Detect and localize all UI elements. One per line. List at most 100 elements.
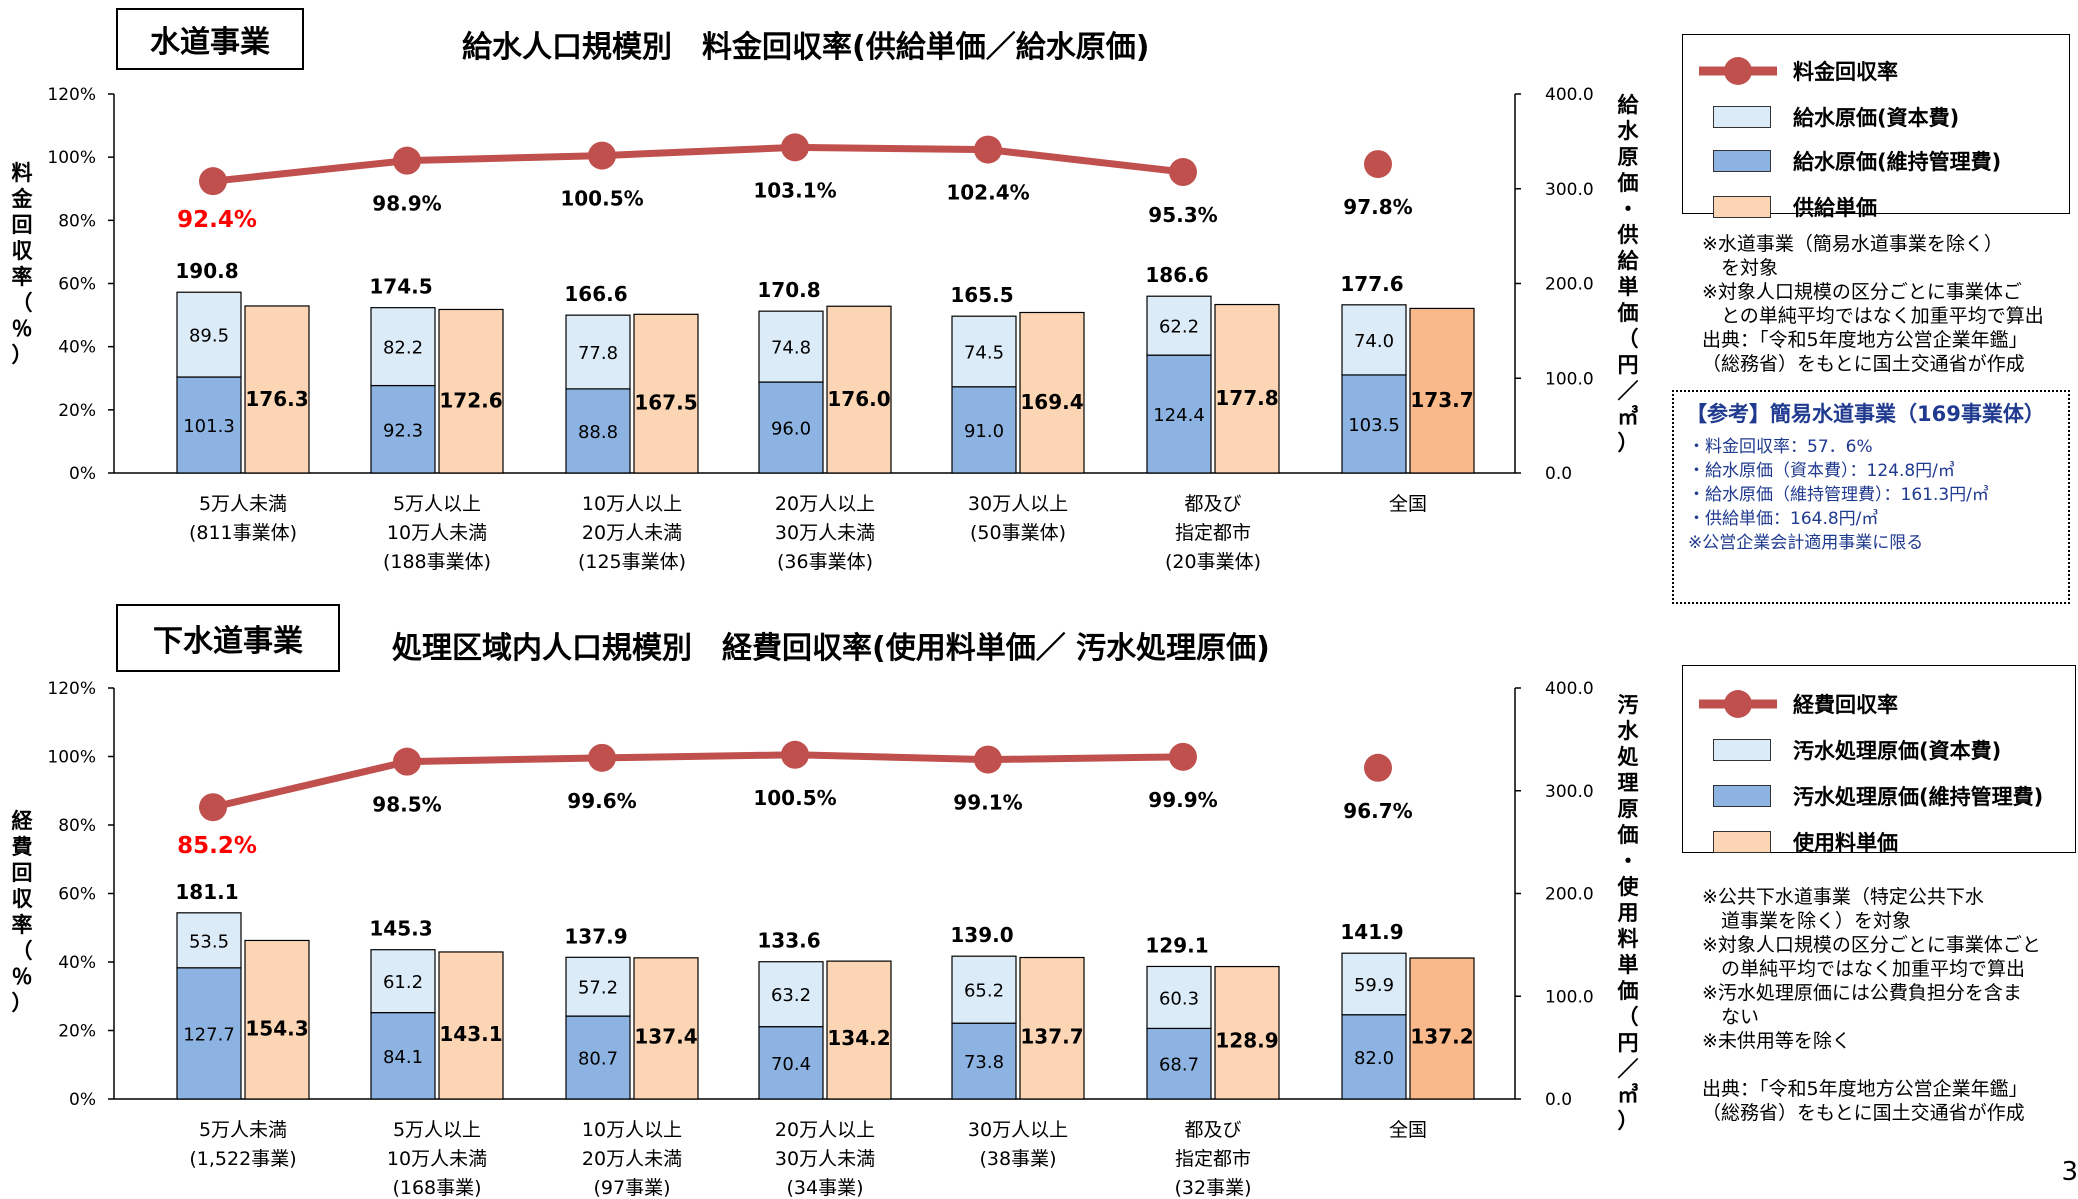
bar-unit-price [1214,965,1280,1100]
capital-swatch [1713,739,1771,761]
rate-label: 100.5% [753,786,836,810]
bar-unit-price [244,305,310,474]
data-label-unit-price: 137.2 [1410,1025,1473,1049]
bar-unit-price [244,939,310,1100]
reference-box: 【参考】簡易水道事業（169事業体） ・料金回収率：57．6% ・給水原価（資本… [1672,390,2070,604]
x-tick-label: (36事業体) [777,551,873,573]
bar-capital [1146,295,1212,356]
sewer-section-label: 下水道事業 [116,604,340,672]
data-label-maintenance: 96.0 [771,419,811,440]
bar-capital [176,291,242,378]
y-tick-label-left: 40% [58,338,96,358]
y-tick-label-right: 400.0 [1545,680,1594,699]
data-label-total: 177.6 [1340,272,1403,296]
y-tick-label-right: 400.0 [1545,85,1594,105]
legend-item-rate: 経費回収率 [1683,684,2075,724]
y-tick-label-right: 200.0 [1545,885,1594,905]
data-label-maintenance: 68.7 [1159,1055,1199,1076]
data-label-total: 165.5 [950,283,1013,307]
rate-label: 96.7% [1343,799,1412,823]
rate-marker [974,745,1002,774]
water-chart-title: 給水人口規模別 料金回収率(供給単価／給水原価) [462,30,1150,65]
data-label-capital: 82.2 [383,338,423,359]
rate-label: 102.4% [946,181,1029,205]
data-label-unit-price: 137.7 [1020,1024,1083,1048]
rate-label: 85.2% [177,833,257,859]
reference-line: ・給水原価（維持管理費）：161.3円/㎥ [1688,485,1989,505]
line-marker-icon [1699,57,1777,85]
data-label-maintenance: 82.0 [1354,1048,1394,1069]
bar-capital [758,961,824,1028]
unit-price-swatch [1713,831,1771,853]
bar-capital [1146,965,1212,1030]
x-tick-label: (125事業体) [578,551,686,573]
y-tick-label-right: 100.0 [1545,987,1594,1007]
x-tick-label: 5万人未満 [199,1119,287,1141]
bar-capital [758,310,824,383]
x-tick-label: 30万人未満 [775,1148,875,1170]
legend-item-maintenance: 給水原価(維持管理費) [1683,141,2069,181]
rate-label: 98.5% [372,793,441,817]
y-tick-label-left: 0% [69,1090,96,1110]
rate-label: 99.9% [1148,788,1217,812]
data-label-unit-price: 176.3 [245,387,308,411]
data-label-capital: 77.8 [578,343,618,364]
data-label-total: 139.0 [950,923,1013,947]
rate-label: 98.9% [372,192,441,216]
line-marker-icon [1699,690,1777,718]
bar-capital [1341,952,1407,1016]
x-tick-label: 指定都市 [1175,1148,1251,1170]
bar-unit-price [826,960,892,1100]
reference-line: ・料金回収率：57．6% [1688,437,1873,457]
reference-line: ※公営企業会計適用事業に限る [1688,533,1924,553]
data-label-unit-price: 137.4 [634,1024,697,1048]
bar-unit-price [1019,311,1085,474]
bar-capital [951,955,1017,1024]
data-label-maintenance: 88.8 [578,422,618,443]
y-tick-label-left: 60% [58,275,96,295]
legend-label-capital: 給水原価(資本費) [1793,106,1960,130]
bar-maintenance [758,1026,824,1100]
x-tick-label: 20万人未満 [582,1148,682,1170]
x-tick-label: 30万人以上 [968,493,1068,515]
bar-capital [370,949,436,1014]
bar-maintenance [565,388,631,474]
x-tick-label: 指定都市 [1175,522,1251,544]
rate-marker [393,146,421,175]
x-tick-label: 都及び [1184,493,1241,515]
bar-unit-price [826,305,892,474]
y-tick-label-left: 120% [47,680,96,699]
data-label-total: 145.3 [369,917,432,941]
legend-item-rate: 料金回収率 [1683,51,2069,91]
data-label-capital: 57.2 [578,978,618,999]
page-number: 3 [2061,1157,2078,1187]
reference-line: ・供給単価：164.8円/㎥ [1688,509,1879,529]
x-tick-label: (34事業) [786,1177,863,1199]
data-label-capital: 89.5 [189,326,229,347]
data-label-maintenance: 91.0 [964,421,1004,442]
y-tick-label-right: 200.0 [1545,275,1594,295]
data-label-capital: 59.9 [1354,975,1394,996]
rate-line [212,143,1184,185]
x-tick-label: 10万人以上 [582,1119,682,1141]
data-label-unit-price: 167.5 [634,391,697,415]
x-tick-label: (32事業) [1174,1177,1251,1199]
data-label-total: 137.9 [564,924,627,948]
x-tick-label: (97事業) [593,1177,670,1199]
data-label-maintenance: 92.3 [383,420,423,441]
y-tick-label-right: 300.0 [1545,180,1594,200]
legend-label-rate: 料金回収率 [1793,60,1898,84]
bar-capital [370,307,436,387]
rate-label: 103.1% [753,178,836,202]
x-tick-label: 10万人未満 [387,1148,487,1170]
x-tick-label: 10万人以上 [582,493,682,515]
y-tick-label-left: 0% [69,464,96,484]
data-label-total: 166.6 [564,282,627,306]
data-label-unit-price: 173.7 [1410,388,1473,412]
legend-item-capital: 給水原価(資本費) [1683,97,2069,137]
rate-marker [1169,742,1197,771]
bar-capital [565,314,631,390]
data-label-total: 133.6 [757,929,820,953]
legend-label-unit: 供給単価 [1793,196,1877,220]
y-tick-label-left: 20% [58,401,96,421]
